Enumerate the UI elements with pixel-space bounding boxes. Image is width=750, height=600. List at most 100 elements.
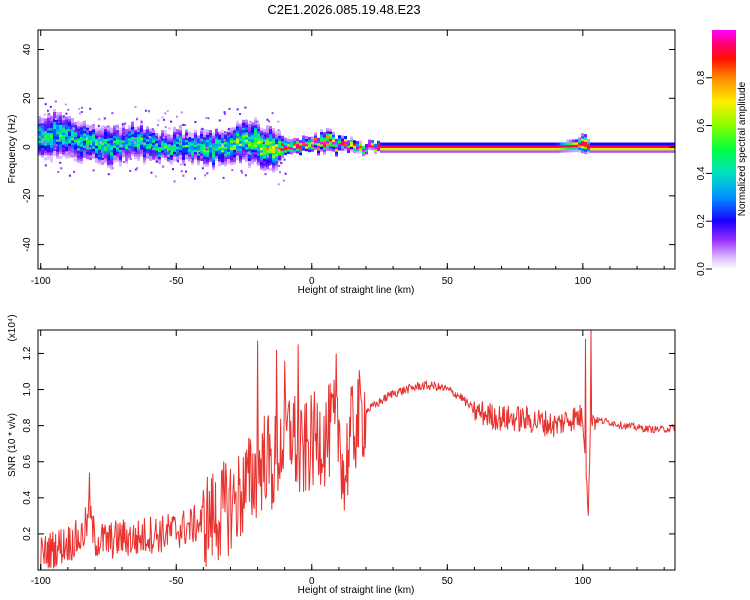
heatmap-cell <box>659 144 662 148</box>
heatmap-cell <box>575 141 578 145</box>
heatmap-cell <box>440 144 443 148</box>
heatmap-speckle <box>176 134 179 137</box>
heatmap-speckle <box>261 135 264 138</box>
y-tick-label: 0.8 <box>22 418 33 432</box>
heatmap-cell <box>332 136 335 140</box>
heatmap-cell <box>491 149 494 153</box>
heatmap-cell <box>191 137 194 141</box>
heatmap-cell <box>395 144 398 148</box>
heatmap-cell <box>620 147 623 151</box>
heatmap-cell <box>272 145 275 149</box>
colorbar-tick-label: 0.6 <box>696 118 707 132</box>
heatmap-cell <box>314 137 317 141</box>
heatmap-cell <box>128 132 131 136</box>
heatmap-cell <box>668 147 671 151</box>
heatmap-cell <box>452 147 455 151</box>
heatmap-cell <box>86 127 89 131</box>
heatmap-cell <box>317 145 320 149</box>
heatmap-cell <box>158 148 161 152</box>
heatmap-cell <box>278 145 281 149</box>
heatmap-cell <box>479 142 482 146</box>
heatmap-cell <box>191 157 194 161</box>
heatmap-cell <box>257 135 260 139</box>
heatmap-speckle <box>156 124 159 127</box>
heatmap-cell <box>212 144 215 148</box>
heatmap-speckle <box>275 134 278 137</box>
heatmap-cell <box>140 144 143 148</box>
heatmap-cell <box>572 141 575 145</box>
heatmap-cell <box>80 143 83 147</box>
heatmap-cell <box>305 143 308 147</box>
heatmap-cell <box>164 149 167 153</box>
heatmap-cell <box>77 159 80 163</box>
heatmap-cell <box>446 147 449 151</box>
heatmap-cell <box>236 132 239 136</box>
heatmap-cell <box>152 134 155 138</box>
heatmap-cell <box>134 146 137 150</box>
heatmap-cell <box>95 140 98 144</box>
heatmap-cell <box>344 148 347 152</box>
heatmap-speckle <box>205 116 208 119</box>
heatmap-cell <box>215 155 218 159</box>
heatmap-cell <box>74 143 77 147</box>
heatmap-cell <box>158 153 161 157</box>
heatmap-cell <box>293 145 296 149</box>
heatmap-speckle <box>222 176 225 179</box>
heatmap-cell <box>131 133 134 137</box>
heatmap-cell <box>260 164 263 168</box>
heatmap-cell <box>560 149 563 153</box>
heatmap-cell <box>131 153 134 157</box>
heatmap-cell <box>326 140 329 144</box>
heatmap-cell <box>407 144 410 148</box>
heatmap-cell <box>461 142 464 146</box>
heatmap-cell <box>212 154 215 158</box>
heatmap-cell <box>338 142 341 146</box>
heatmap-cell <box>113 159 116 163</box>
heatmap-cell <box>251 124 254 128</box>
heatmap-cell <box>326 135 329 139</box>
heatmap-cell <box>44 157 47 161</box>
heatmap-cell <box>206 139 209 143</box>
heatmap-speckle <box>69 127 72 130</box>
heatmap-cell <box>98 129 101 133</box>
heatmap-cell <box>101 139 104 143</box>
heatmap-cell <box>206 163 209 167</box>
heatmap-speckle <box>150 146 153 149</box>
heatmap-cell <box>191 149 194 153</box>
heatmap-cell <box>320 146 323 150</box>
heatmap-cell <box>248 128 251 132</box>
heatmap-cell <box>263 150 266 154</box>
heatmap-speckle <box>42 130 45 133</box>
heatmap-cell <box>50 125 53 129</box>
heatmap-cell <box>335 146 338 150</box>
heatmap-cell <box>143 149 146 153</box>
heatmap-cell <box>233 151 236 155</box>
heatmap-speckle <box>140 121 143 124</box>
heatmap-cell <box>104 153 107 157</box>
heatmap-cell <box>122 125 125 129</box>
heatmap-cell <box>143 161 146 165</box>
heatmap-speckle <box>41 136 44 139</box>
heatmap-cell <box>71 152 74 156</box>
heatmap-cell <box>50 142 53 146</box>
heatmap-cell <box>134 139 137 143</box>
heatmap-cell <box>101 137 104 141</box>
heatmap-cell <box>224 134 227 138</box>
y-tick-label: 0.4 <box>22 490 33 504</box>
heatmap-speckle <box>216 132 219 135</box>
heatmap-cell <box>263 155 266 159</box>
heatmap-speckle <box>141 131 144 134</box>
heatmap-cell <box>146 138 149 142</box>
heatmap-cell <box>551 147 554 151</box>
heatmap-cell <box>77 140 80 144</box>
heatmap-cell <box>95 130 98 134</box>
heatmap-cell <box>473 147 476 151</box>
heatmap-speckle <box>86 145 89 148</box>
heatmap-cell <box>329 128 332 132</box>
heatmap-cell <box>449 142 452 146</box>
heatmap-speckle <box>89 107 92 110</box>
heatmap-cell <box>86 146 89 150</box>
heatmap-cell <box>170 156 173 160</box>
heatmap-cell <box>101 125 104 129</box>
heatmap-cell <box>470 144 473 148</box>
